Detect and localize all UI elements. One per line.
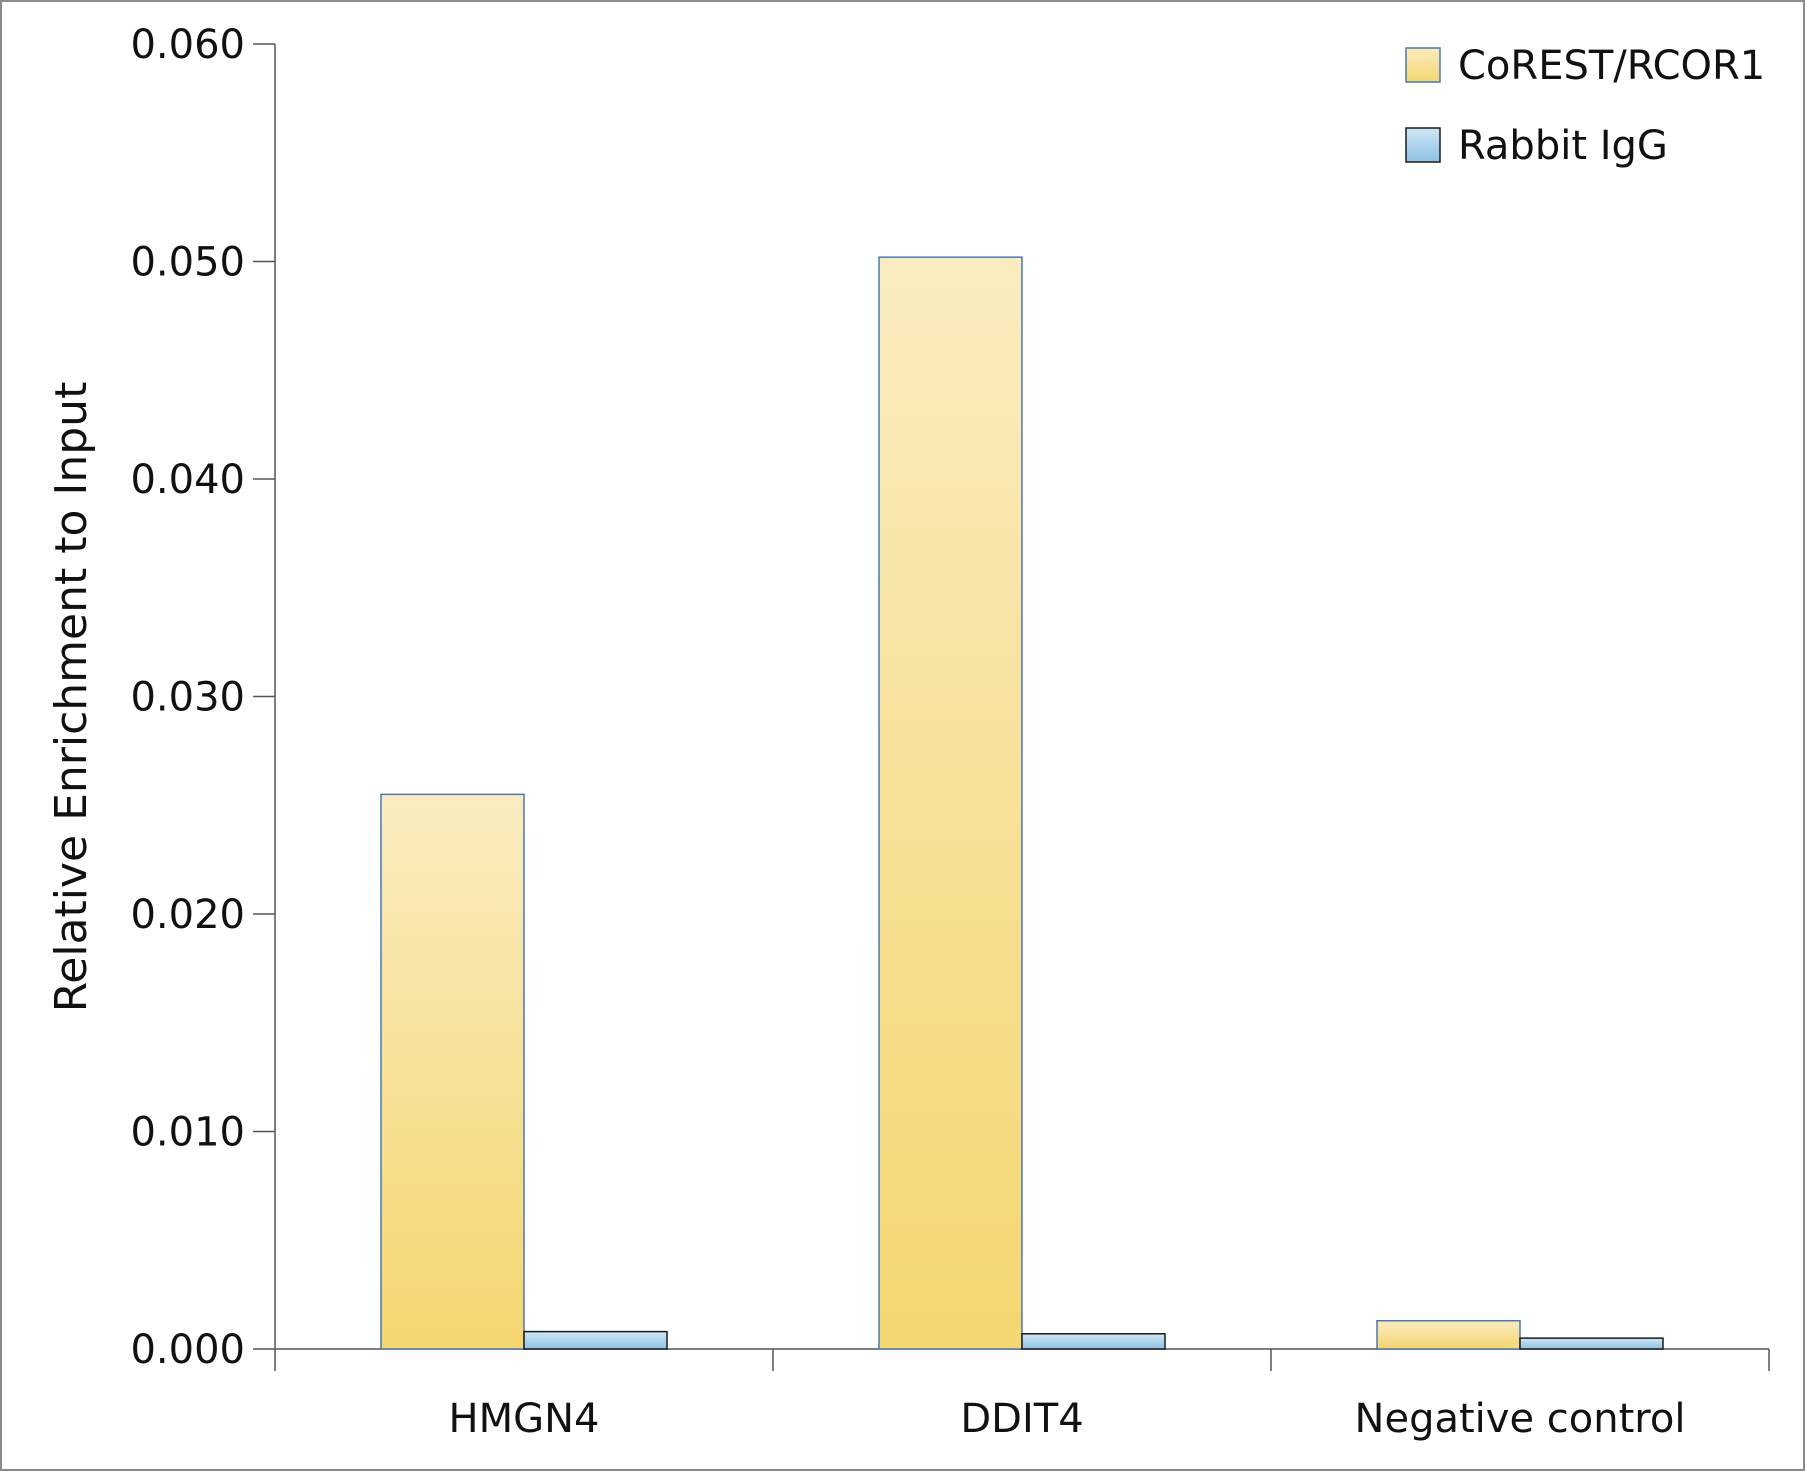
bar-corest-rcor1-hmgn4 bbox=[380, 793, 525, 1350]
x-tick-label: HMGN4 bbox=[449, 1396, 600, 1442]
y-tick-label: 0.060 bbox=[130, 22, 245, 68]
bar-corest-rcor1-negative-control bbox=[1376, 1319, 1521, 1350]
y-tick-label: 0.030 bbox=[130, 675, 245, 721]
x-tick-label: Negative control bbox=[1355, 1396, 1686, 1442]
bar-rabbit-igg-ddit4 bbox=[1021, 1333, 1166, 1350]
bar-corest-rcor1-ddit4 bbox=[878, 256, 1023, 1350]
y-axis-title: Relative Enrichment to Input bbox=[46, 382, 97, 1013]
y-tick-label: 0.010 bbox=[130, 1110, 245, 1156]
y-tick-label: 0.050 bbox=[130, 240, 245, 286]
y-tick-label: 0.040 bbox=[130, 457, 245, 503]
bars bbox=[380, 256, 1664, 1350]
x-tick-label: DDIT4 bbox=[960, 1396, 1083, 1442]
tick-labels: 0.000 0.010 0.020 0.030 0.040 0.050 0.060 HMGN4… bbox=[130, 22, 1685, 1442]
bar-rabbit-igg-negative-control bbox=[1519, 1337, 1664, 1350]
legend-label: Rabbit IgG bbox=[1458, 123, 1668, 169]
legend-label: CoREST/RCOR1 bbox=[1458, 43, 1765, 89]
legend-swatch-rabbit-igg bbox=[1405, 127, 1441, 163]
legend-swatch-corest-rcor1 bbox=[1405, 47, 1441, 83]
y-tick-label: 0.000 bbox=[130, 1327, 245, 1373]
legend: CoREST/RCOR1 Rabbit IgG bbox=[1405, 43, 1765, 169]
bar-rabbit-igg-hmgn4 bbox=[523, 1330, 668, 1350]
y-tick-label: 0.020 bbox=[130, 892, 245, 938]
